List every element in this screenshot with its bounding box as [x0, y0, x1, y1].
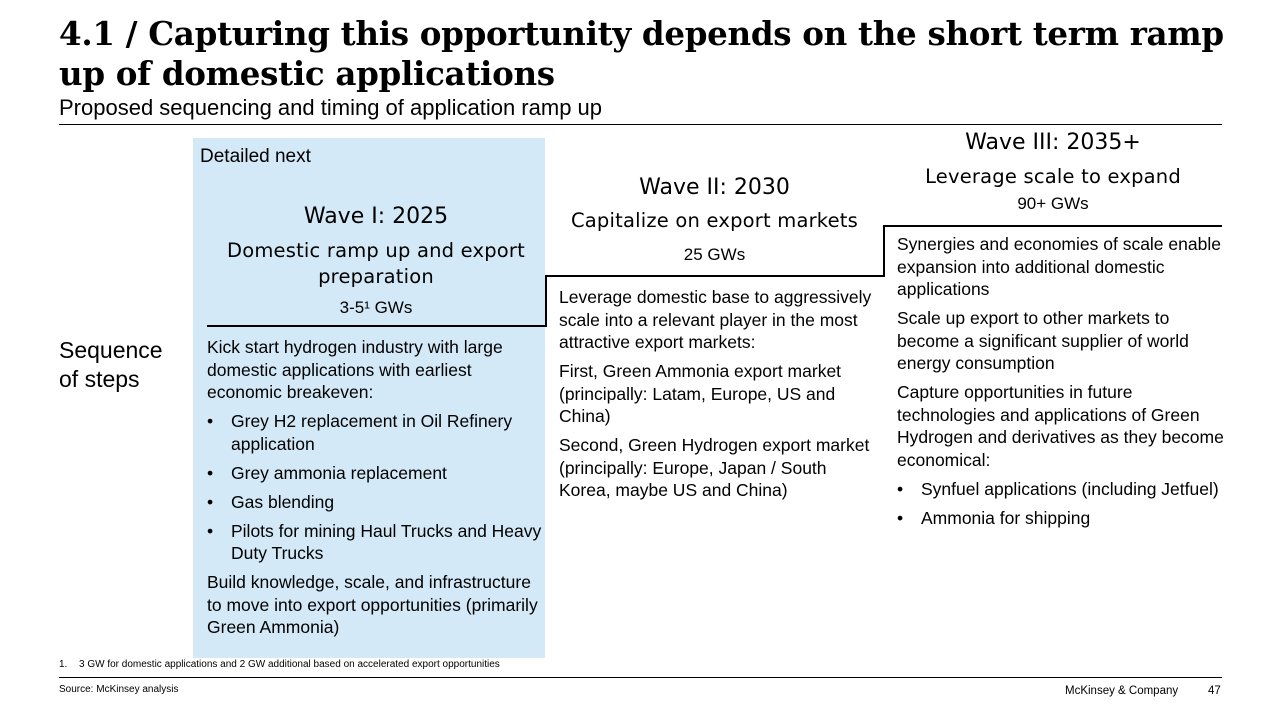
body-paragraph: Leverage domestic base to aggressively s… [559, 287, 872, 352]
bullet-item: • Grey H2 replacement in Oil Refinery app… [207, 410, 547, 455]
bullet-dot-icon: • [207, 411, 214, 431]
page-number: 47 [1208, 685, 1221, 697]
title-divider [59, 124, 1222, 125]
bullet-item: • Grey ammonia replacement [207, 462, 547, 485]
bullet-text: Grey H2 replacement in Oil Refinery appl… [231, 411, 513, 454]
page-subtitle: Proposed sequencing and timing of applic… [59, 95, 603, 120]
wave-3-subtitle: Leverage scale to expand [925, 165, 1181, 188]
bullet-dot-icon: • [207, 462, 214, 483]
bullet-item: • Synfuel applications (including Jetfuel… [897, 478, 1225, 501]
bullet-dot-icon: • [897, 478, 904, 499]
body-paragraph: Scale up export to other markets to beco… [897, 308, 1189, 373]
page-title: 4.1 / Capturing this opportunity depends… [59, 14, 1224, 93]
bullet-text: Grey ammonia replacement [231, 462, 447, 483]
wave-1-paragraphs-before: Kick start hydrogen industry with large … [207, 336, 547, 404]
footnote: 1. 3 GW for domestic applications and 2 G… [59, 659, 500, 671]
wave-3-step-line [883, 225, 1222, 227]
wave-2-3-riser [883, 225, 885, 277]
bullet-text: Ammonia for shipping [921, 507, 1091, 528]
body-paragraph: Capture opportunities in future technolo… [897, 382, 1224, 470]
bullet-text: Synfuel applications (including Jetfuel) [921, 478, 1219, 499]
body-paragraph: Second, Green Hydrogen export market (pr… [559, 435, 870, 500]
wave-1-bullet-list: • Grey H2 replacement in Oil Refinery app… [207, 410, 547, 565]
wave-1-step-line [207, 325, 547, 327]
wave-2-header: Wave II: 2030 Capitalize on export marke… [545, 174, 884, 266]
bullet-item: • Ammonia for shipping [897, 507, 1225, 530]
wave-3-title: Wave III: 2035+ [965, 130, 1141, 155]
footnote-number: 1. [59, 659, 68, 670]
body-paragraph: Kick start hydrogen industry with large … [207, 337, 503, 402]
wave-1-highlight-panel [193, 138, 545, 658]
wave-1-title: Wave I: 2025 [303, 204, 449, 229]
wave-3-header: Wave III: 2035+ Leverage scale to expand… [884, 129, 1222, 215]
wave-1-capacity: 3-5¹ GWs [339, 298, 413, 317]
wave-1-2-riser [545, 275, 547, 327]
wave-1-header: Wave I: 2025 Domestic ramp up and export… [207, 203, 545, 319]
side-label-line-1: Sequence [59, 337, 163, 363]
footer-divider [59, 677, 1222, 678]
wave-3-body: Synergies and economies of scale enable … [897, 233, 1225, 536]
wave-2-title: Wave II: 2030 [639, 175, 790, 200]
side-label-line-2: of steps [59, 366, 140, 392]
bullet-item: • Pilots for mining Haul Trucks and Heavy… [207, 520, 547, 565]
wave-2-body: Leverage domestic base to aggressively s… [559, 286, 879, 508]
company-name: McKinsey & Company [1065, 685, 1179, 697]
bullet-item: • Gas blending [207, 491, 547, 514]
wave-3-paragraphs: Synergies and economies of scale enable … [897, 233, 1225, 471]
bullet-text: Pilots for mining Haul Trucks and Heavy … [231, 520, 542, 564]
bullet-text: Gas blending [231, 491, 335, 512]
body-paragraph: First, Green Ammonia export market (prin… [559, 361, 842, 426]
detailed-next-label: Detailed next [200, 146, 311, 167]
wave-2-paragraphs: Leverage domestic base to aggressively s… [559, 286, 879, 502]
wave-1-subtitle: Domestic ramp up and export preparation [226, 239, 525, 288]
bullet-dot-icon: • [207, 491, 214, 512]
bullet-dot-icon: • [897, 507, 904, 528]
wave-2-step-line [545, 275, 885, 277]
bullet-dot-icon: • [207, 520, 214, 541]
wave-3-bullet-list: • Synfuel applications (including Jetfuel… [897, 478, 1225, 530]
source-note: Source: McKinsey analysis [59, 684, 179, 695]
wave-1-body: Kick start hydrogen industry with large … [207, 336, 547, 645]
wave-1-paragraphs-after: Build knowledge, scale, and infrastructu… [207, 571, 547, 639]
body-paragraph: Synergies and economies of scale enable … [897, 234, 1221, 299]
footnote-text: 3 GW for domestic applications and 2 GW … [79, 659, 500, 670]
body-paragraph: Build knowledge, scale, and infrastructu… [207, 572, 538, 637]
wave-2-capacity: 25 GWs [683, 245, 746, 264]
wave-2-subtitle: Capitalize on export markets [570, 209, 859, 232]
wave-3-capacity: 90+ GWs [1017, 194, 1089, 213]
sequence-of-steps-label: Sequence of steps [59, 336, 163, 394]
